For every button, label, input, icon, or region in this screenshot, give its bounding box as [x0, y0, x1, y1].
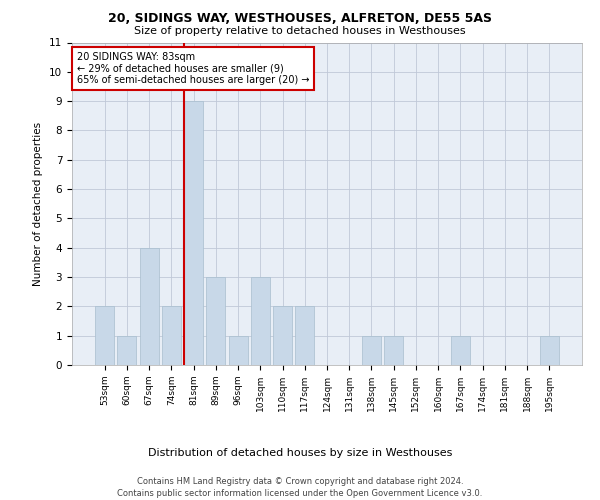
Bar — [295, 306, 314, 365]
Text: Contains public sector information licensed under the Open Government Licence v3: Contains public sector information licen… — [118, 489, 482, 498]
Text: 20, SIDINGS WAY, WESTHOUSES, ALFRETON, DE55 5AS: 20, SIDINGS WAY, WESTHOUSES, ALFRETON, D… — [108, 12, 492, 26]
Y-axis label: Number of detached properties: Number of detached properties — [34, 122, 43, 286]
Bar — [206, 277, 225, 365]
Bar — [184, 101, 203, 365]
Text: Distribution of detached houses by size in Westhouses: Distribution of detached houses by size … — [148, 448, 452, 458]
Bar — [95, 306, 114, 365]
Bar — [540, 336, 559, 365]
Bar — [162, 306, 181, 365]
Bar — [251, 277, 270, 365]
Bar — [140, 248, 158, 365]
Bar — [273, 306, 292, 365]
Bar — [384, 336, 403, 365]
Bar — [118, 336, 136, 365]
Bar — [362, 336, 381, 365]
Text: Size of property relative to detached houses in Westhouses: Size of property relative to detached ho… — [134, 26, 466, 36]
Text: 20 SIDINGS WAY: 83sqm
← 29% of detached houses are smaller (9)
65% of semi-detac: 20 SIDINGS WAY: 83sqm ← 29% of detached … — [77, 52, 310, 86]
Text: Contains HM Land Registry data © Crown copyright and database right 2024.: Contains HM Land Registry data © Crown c… — [137, 478, 463, 486]
Bar — [229, 336, 248, 365]
Bar — [451, 336, 470, 365]
